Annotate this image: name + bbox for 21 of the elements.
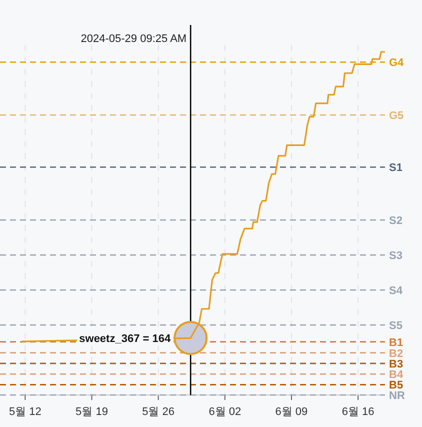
ref-line-label: G5 bbox=[389, 110, 404, 122]
ref-line-label: NR bbox=[389, 390, 405, 402]
ref-line-label: 2024-05-29 09:25 AM bbox=[80, 33, 187, 45]
ref-line-label: B2 bbox=[389, 348, 404, 360]
x-tick-label: 5월 26 bbox=[142, 406, 175, 418]
ref-line-label: B5 bbox=[389, 380, 404, 392]
ref-line-label: S4 bbox=[389, 285, 404, 297]
ref-line-label: B4 bbox=[389, 369, 404, 382]
x-tick-label: 5월 19 bbox=[76, 406, 108, 418]
x-tick-label: 5월 12 bbox=[8, 406, 42, 418]
ref-line-label: B3 bbox=[389, 358, 404, 370]
ref-line-label: S2 bbox=[389, 215, 402, 227]
ref-line-label: B1 bbox=[389, 336, 404, 349]
x-tick-label: 6월 09 bbox=[275, 406, 308, 418]
x-tick-label: 6월 02 bbox=[208, 406, 242, 418]
annotation: sweetz_367 = 164 bbox=[79, 333, 172, 346]
ref-line-label: G4 bbox=[389, 57, 405, 70]
ref-line-label: S5 bbox=[389, 320, 402, 332]
x-tick-label: 6월 16 bbox=[342, 406, 374, 418]
ref-line-label: S1 bbox=[389, 162, 402, 174]
ref-line-label: S3 bbox=[389, 250, 402, 262]
